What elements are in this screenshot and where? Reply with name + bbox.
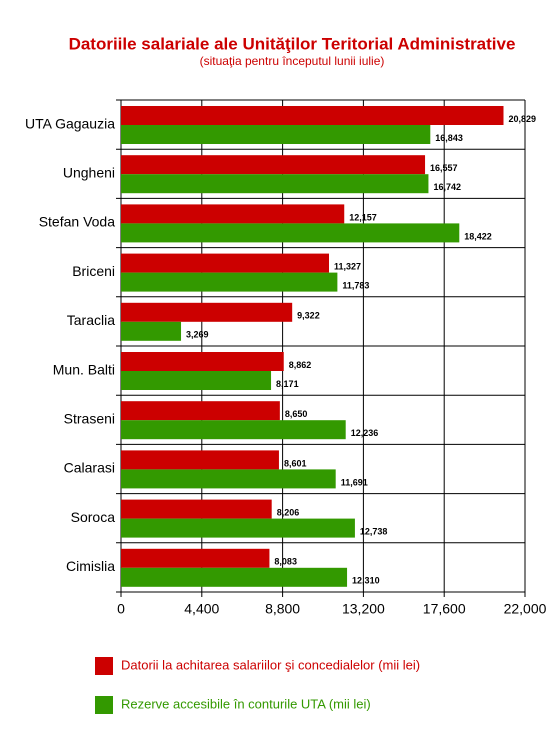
- bar: [121, 401, 280, 421]
- bar: [121, 518, 355, 538]
- bar: [121, 223, 460, 243]
- x-tick-label: 22,000: [504, 601, 547, 617]
- bar: [121, 125, 431, 144]
- value-label: 20,829: [508, 114, 536, 124]
- bar: [121, 253, 330, 273]
- legend-swatch: [95, 657, 113, 675]
- bar: [121, 174, 429, 194]
- y-tick-label: Calarasi: [64, 460, 115, 476]
- bar: [121, 204, 345, 224]
- y-tick-label: Stefan Voda: [39, 214, 116, 230]
- value-label: 11,783: [342, 280, 369, 290]
- value-label: 12,738: [360, 526, 388, 536]
- value-label: 16,742: [433, 182, 461, 192]
- y-tick-label: Mun. Balti: [53, 361, 115, 377]
- bar: [121, 321, 182, 341]
- y-tick-label: Briceni: [72, 263, 115, 279]
- y-tick-label: Soroca: [71, 509, 116, 525]
- value-label: 8,862: [289, 360, 312, 370]
- value-label: 12,310: [352, 576, 380, 586]
- bar: [121, 469, 336, 489]
- bar: [121, 106, 504, 125]
- y-tick-label: Cimislia: [66, 558, 115, 574]
- value-label: 3,269: [186, 330, 209, 340]
- value-label: 9,322: [297, 311, 320, 321]
- x-tick-label: 17,600: [423, 601, 466, 617]
- bar: [121, 420, 346, 440]
- bar: [121, 567, 348, 587]
- bar: [121, 499, 272, 519]
- legend-label: Datorii la achitarea salariilor şi conce…: [121, 657, 420, 672]
- x-tick-label: 4,400: [184, 601, 219, 617]
- value-label: 18,422: [464, 231, 492, 241]
- value-label: 11,327: [334, 261, 361, 271]
- x-tick-label: 13,200: [342, 601, 385, 617]
- value-label: 8,083: [274, 557, 297, 567]
- value-label: 8,171: [276, 379, 299, 389]
- value-label: 12,236: [351, 428, 379, 438]
- y-tick-label: UTA Gagauzia: [25, 115, 115, 131]
- bar: [121, 548, 270, 568]
- legend-swatch: [95, 696, 113, 714]
- chart-subtitle: (situaţia pentru începutul lunii iulie): [200, 54, 385, 68]
- bar: [121, 450, 279, 470]
- x-tick-label: 8,800: [265, 601, 300, 617]
- y-tick-label: Straseni: [64, 411, 115, 427]
- bar: [121, 371, 272, 390]
- value-label: 11,691: [341, 477, 368, 487]
- value-label: 16,557: [430, 163, 458, 173]
- legend-label: Rezerve accesibile în conturile UTA (mii…: [121, 696, 371, 711]
- value-label: 8,206: [277, 507, 300, 517]
- value-label: 12,157: [349, 212, 377, 222]
- y-tick-label: Taraclia: [67, 312, 115, 328]
- bar: [121, 302, 293, 322]
- bar: [121, 272, 338, 292]
- value-label: 8,601: [284, 458, 307, 468]
- y-tick-label: Ungheni: [63, 165, 115, 181]
- value-label: 16,843: [435, 133, 463, 143]
- x-tick-label: 0: [117, 601, 125, 617]
- value-label: 8,650: [285, 409, 308, 419]
- chart-title: Datoriile salariale ale Unităţilor Terit…: [69, 34, 516, 53]
- bar: [121, 352, 284, 371]
- bar: [121, 155, 426, 175]
